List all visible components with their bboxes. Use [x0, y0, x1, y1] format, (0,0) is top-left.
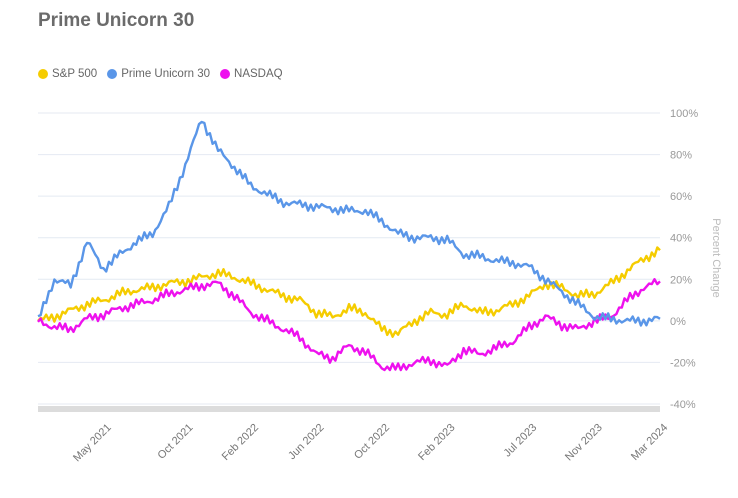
legend-item-sp500[interactable]: S&P 500: [38, 68, 97, 80]
y-axis-ticks: 100% 80% 60% 40% 20% 0% -20% -40%: [670, 108, 698, 411]
legend: S&P 500 Prime Unicorn 30 NASDAQ: [38, 68, 283, 80]
y-tick-label: 80%: [670, 150, 692, 162]
x-tick-label: Nov 2023: [563, 422, 605, 464]
legend-item-nasdaq[interactable]: NASDAQ: [220, 68, 283, 80]
x-tick-label: Feb 2023: [416, 422, 457, 463]
legend-item-prime-unicorn[interactable]: Prime Unicorn 30: [107, 68, 210, 80]
x-tick-label: Feb 2022: [220, 422, 261, 463]
series-line-nasdaq[interactable]: [37, 278, 661, 372]
legend-dot-prime-unicorn: [107, 69, 118, 79]
y-axis-label: Percent Change: [710, 218, 722, 298]
legend-label-prime-unicorn: Prime Unicorn 30: [121, 68, 211, 80]
y-tick-label: 20%: [670, 274, 692, 286]
series-lines: [37, 120, 661, 372]
grid-lines: [38, 112, 660, 405]
x-axis-ticks: May 2021 Oct 2021 Feb 2022 Jun 2022 Oct 2022…: [71, 422, 670, 465]
x-tick-label: Oct 2021: [156, 422, 196, 462]
legend-label-sp500: S&P 500: [52, 68, 98, 80]
chart-title: Prime Unicorn 30: [38, 10, 195, 31]
y-tick-label: 40%: [670, 233, 692, 245]
x-tick-label: Jun 2022: [286, 422, 326, 462]
y-tick-label: 0%: [670, 316, 686, 328]
y-tick-label: 100%: [670, 108, 698, 120]
x-tick-label: Mar 2024: [629, 422, 670, 463]
legend-label-nasdaq: NASDAQ: [234, 68, 283, 80]
x-tick-label: Jul 2023: [501, 422, 539, 460]
x-tick-label: May 2021: [71, 422, 114, 465]
legend-dot-sp500: [38, 69, 48, 79]
y-tick-label: 60%: [670, 191, 692, 203]
series-line-s-p-500[interactable]: [37, 246, 661, 338]
y-tick-label: -20%: [670, 357, 696, 369]
x-tick-label: Oct 2022: [352, 422, 392, 462]
y-tick-label: -40%: [670, 399, 696, 411]
navigator-bar[interactable]: [38, 406, 660, 412]
series-line-prime-unicorn-30[interactable]: [37, 120, 661, 327]
legend-dot-nasdaq: [220, 69, 231, 79]
